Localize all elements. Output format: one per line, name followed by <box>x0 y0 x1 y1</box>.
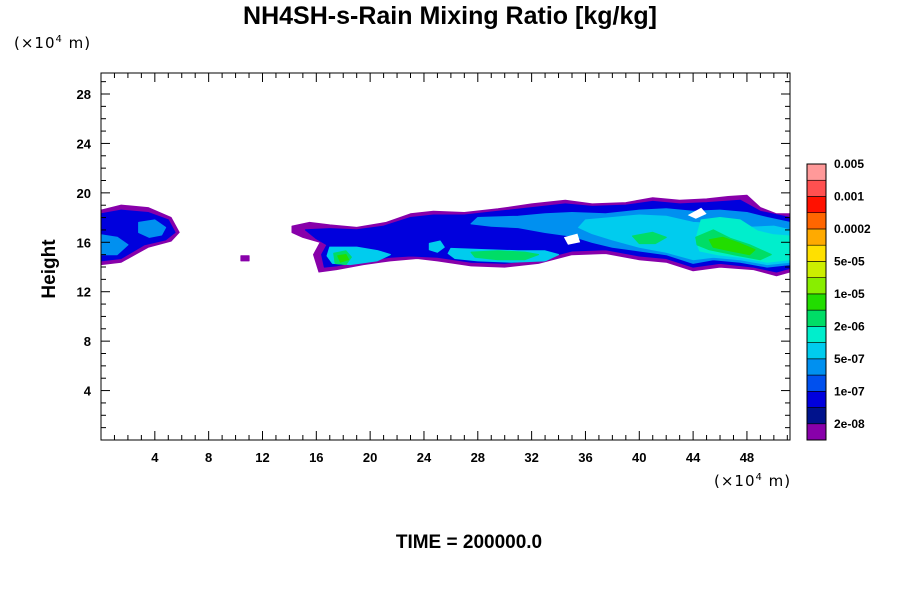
x-tick-label: 40 <box>632 450 646 465</box>
contour-region <box>631 231 667 245</box>
y-tick-label: 12 <box>77 285 91 300</box>
colorbar-swatch <box>806 261 827 278</box>
y-axis-unit: (×104 m) <box>14 34 92 52</box>
colorbar-swatch <box>806 358 827 376</box>
colorbar-swatch <box>806 293 827 311</box>
time-label: TIME = 200000.0 <box>395 532 543 553</box>
contour-region <box>101 234 129 256</box>
plot-frame <box>100 72 791 441</box>
colorbar-label: 1e-05 <box>834 287 865 301</box>
y-tick-label: 16 <box>77 235 91 250</box>
contour-region <box>240 255 250 262</box>
y-tick-label: 4 <box>84 384 92 399</box>
colorbar-swatch <box>806 407 827 425</box>
contour-region <box>708 236 756 256</box>
colorbar-swatch <box>806 228 827 246</box>
colorbar-swatch <box>806 309 827 327</box>
colorbar-label: 5e-05 <box>834 254 865 268</box>
x-tick-label: 20 <box>363 450 377 465</box>
colorbar-label: 0.001 <box>834 189 864 203</box>
colorbar-swatch <box>806 244 827 262</box>
contour-gap <box>687 207 707 219</box>
contour-region <box>337 254 350 263</box>
colorbar-swatch <box>806 163 827 181</box>
chart-title: NH4SH-s-Rain Mixing Ratio [kg/kg] <box>243 2 657 30</box>
colorbar-swatch <box>806 196 827 214</box>
y-tick-label: 28 <box>77 87 91 102</box>
x-tick-label: 12 <box>255 450 269 465</box>
y-tick-label: 8 <box>84 334 91 349</box>
x-tick-label: 24 <box>417 450 432 465</box>
contour-region <box>138 219 167 238</box>
x-tick-label: 44 <box>686 450 701 465</box>
colorbar-frame <box>806 163 827 441</box>
x-tick-label: 36 <box>578 450 592 465</box>
contour-field <box>101 194 790 277</box>
colorbar-swatch <box>806 277 827 295</box>
y-tick-label: 24 <box>77 136 92 151</box>
colorbar-swatch <box>806 326 827 343</box>
colorbar-label: 5e-07 <box>834 352 865 366</box>
colorbar-swatch <box>806 423 827 441</box>
colorbar-label: 0.0002 <box>834 222 871 236</box>
x-tick-label: 32 <box>524 450 538 465</box>
x-tick-label: 48 <box>740 450 754 465</box>
colorbar-swatch <box>806 179 827 197</box>
contour-gap <box>563 233 581 245</box>
x-tick-label: 4 <box>151 450 159 465</box>
contour-region <box>470 250 540 261</box>
colorbar-swatch <box>806 390 827 408</box>
x-axis-unit: (×104 m) <box>714 472 792 490</box>
contour-region <box>428 240 445 253</box>
x-tick-label: 8 <box>205 450 212 465</box>
colorbar-swatch <box>806 374 827 392</box>
x-tick-label: 16 <box>309 450 323 465</box>
colorbar-label: 0.005 <box>834 157 864 171</box>
y-tick-label: 20 <box>77 186 91 201</box>
colorbar-swatch <box>806 342 827 360</box>
colorbar-label: 2e-06 <box>834 319 865 333</box>
colorbar-label: 1e-07 <box>834 384 865 398</box>
x-tick-label: 28 <box>471 450 485 465</box>
colorbar-label: 2e-08 <box>834 417 865 431</box>
colorbar-swatch <box>806 212 827 230</box>
